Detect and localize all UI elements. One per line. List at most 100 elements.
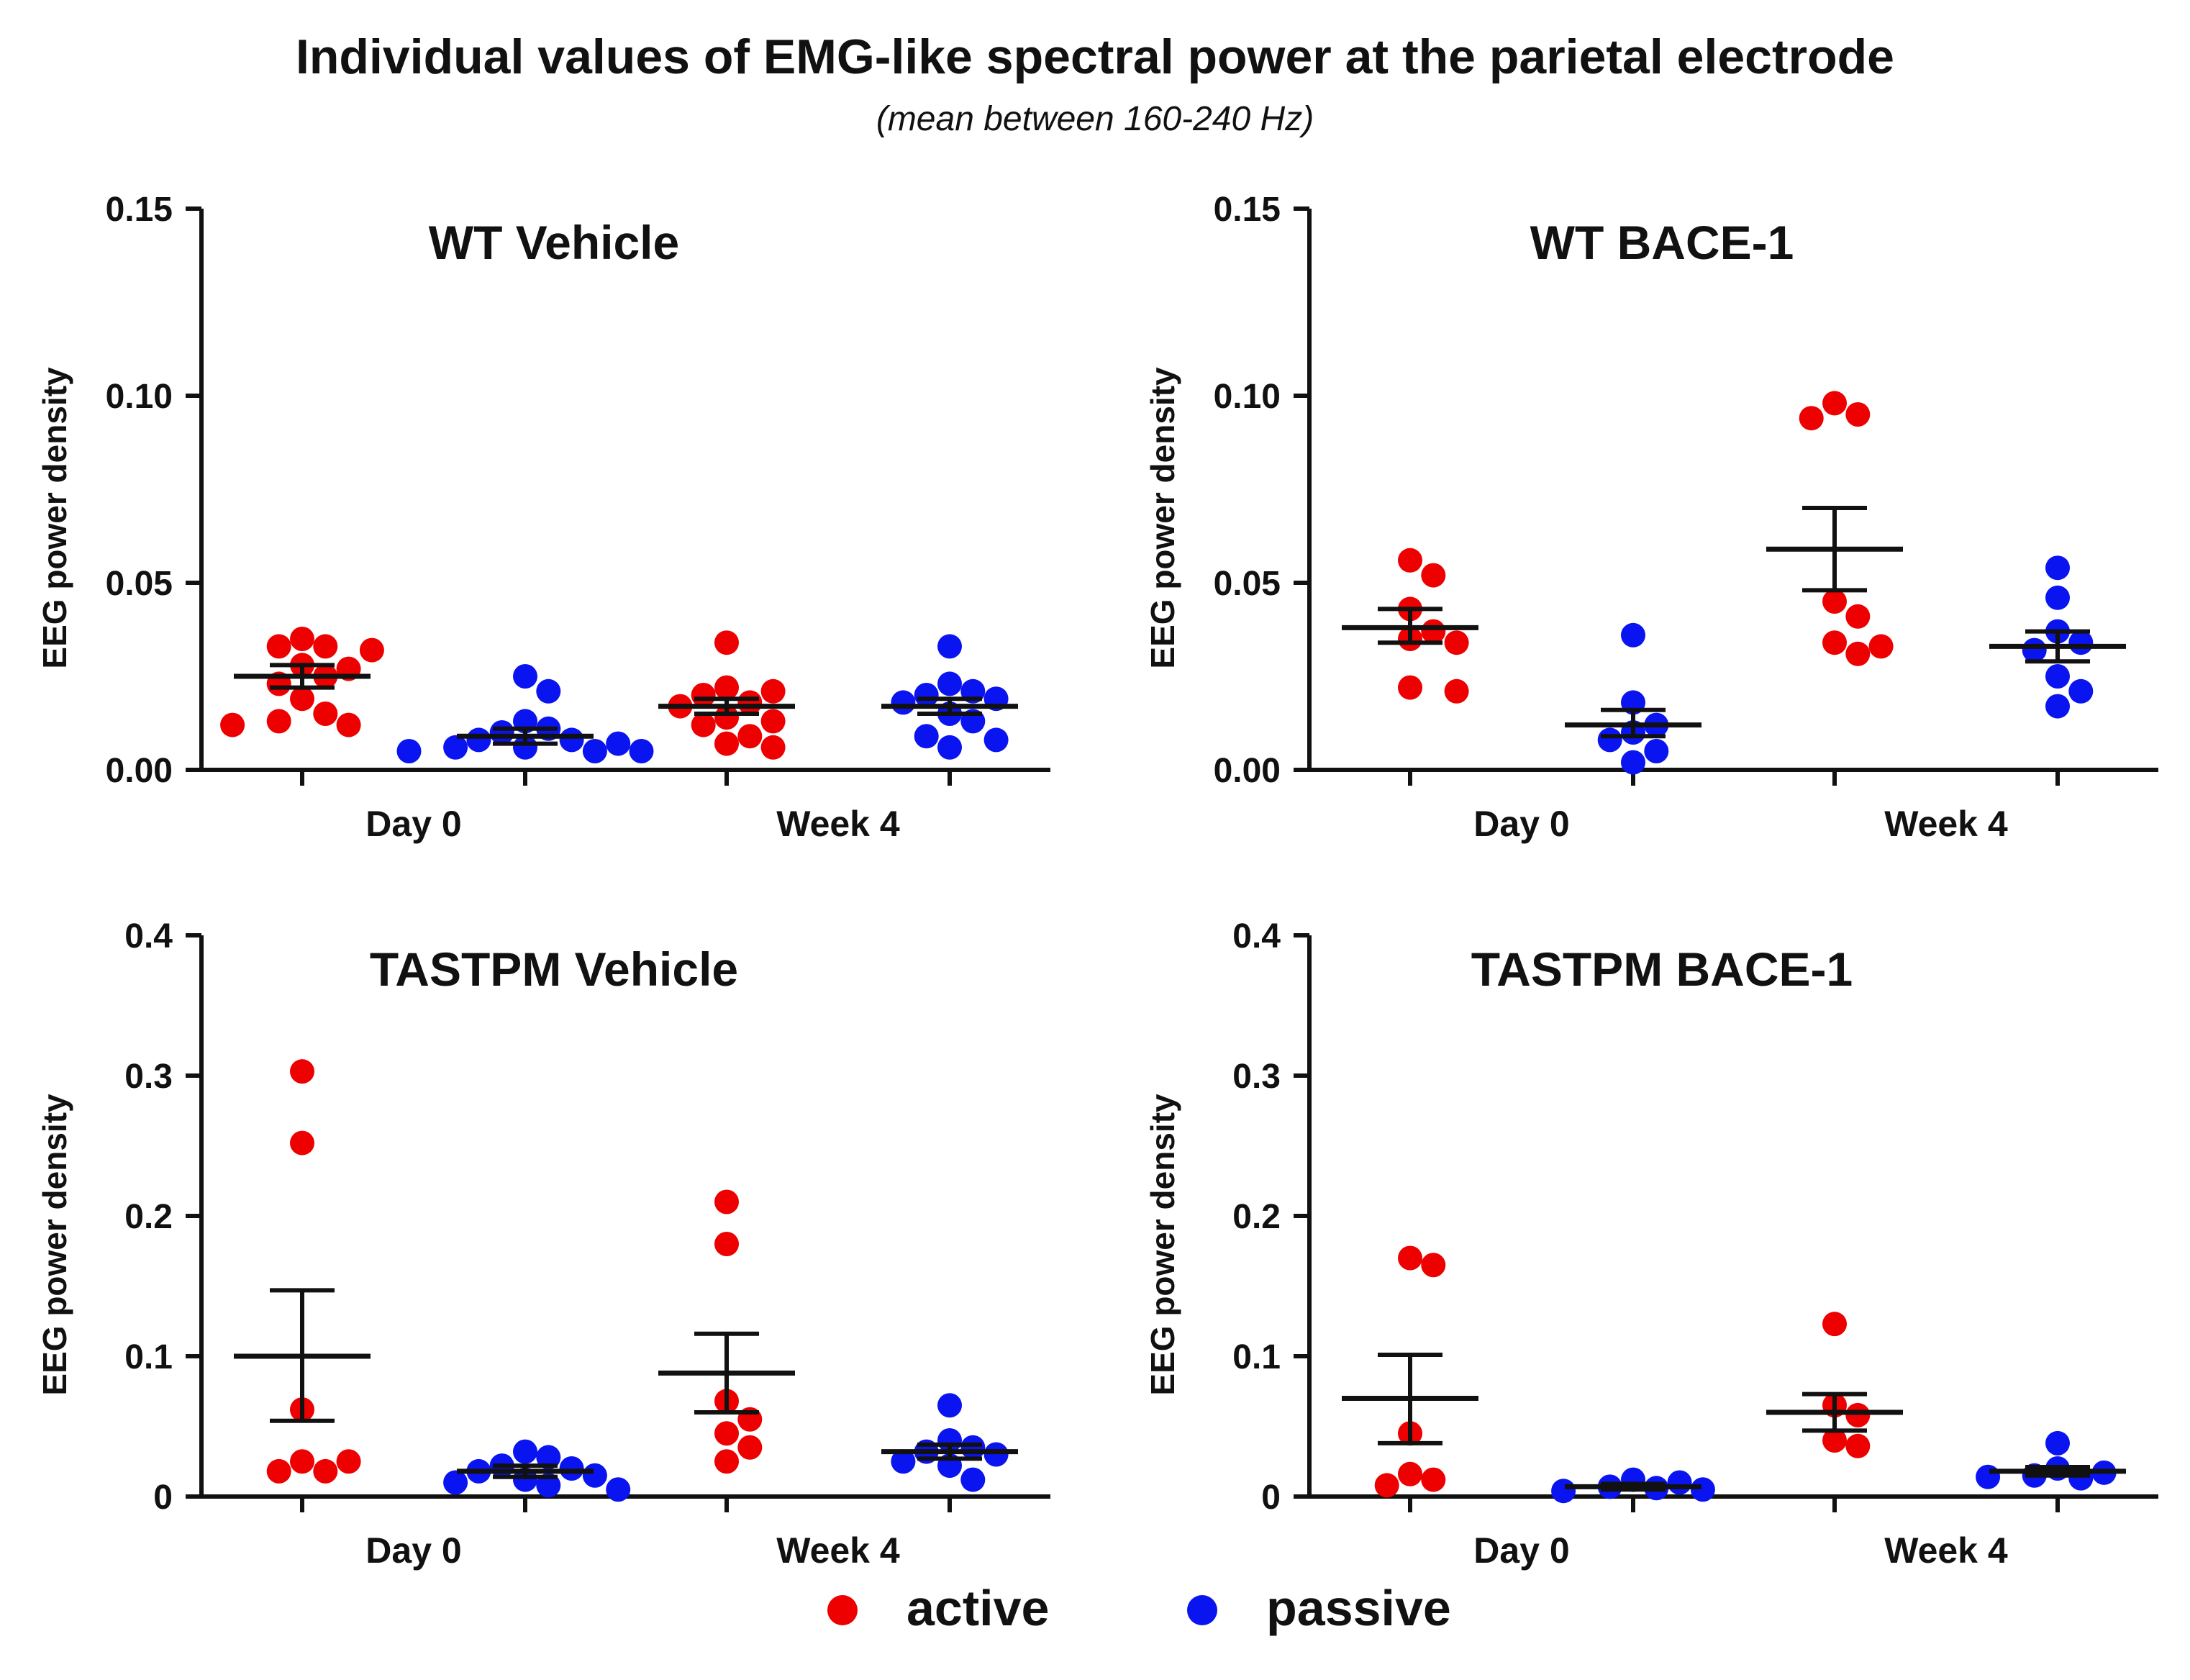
x-tick-label-day-0: Day 0 <box>365 1530 461 1571</box>
data-point-week-4-passive <box>2045 664 2070 689</box>
x-tick-label-week-4: Week 4 <box>1884 1530 2008 1571</box>
data-point-day-0-active <box>359 637 384 663</box>
data-point-day-0-active <box>336 1449 361 1474</box>
chart-title: WT BACE-1 <box>1530 216 1794 269</box>
y-tick-label: 0.15 <box>1214 191 1281 229</box>
data-point-day-0-active <box>1374 1473 1399 1498</box>
data-point-week-4-active <box>714 1189 739 1214</box>
data-point-week-4-active <box>714 630 739 655</box>
data-point-week-4-passive <box>2045 1430 2070 1456</box>
data-point-week-4-active <box>760 735 786 760</box>
data-point-day-0-active <box>1421 563 1446 588</box>
y-tick-label: 0 <box>1261 1479 1281 1517</box>
y-tick-label: 0.00 <box>106 752 173 790</box>
data-point-day-0-active <box>266 709 291 734</box>
y-axis-label: EEG power density <box>1144 1094 1181 1396</box>
data-point-day-0-passive <box>1621 750 1645 775</box>
data-point-day-0-passive <box>443 1470 468 1495</box>
data-point-week-4-active <box>760 709 786 734</box>
data-point-week-4-active <box>1822 391 1847 416</box>
x-tick-label-week-4: Week 4 <box>776 804 900 844</box>
y-tick-label: 0.4 <box>1232 917 1281 955</box>
data-point-day-0-active <box>1398 1461 1422 1486</box>
legend-label-passive: passive <box>1266 1580 1451 1636</box>
data-point-day-0-passive <box>1644 739 1669 763</box>
y-tick-label: 0.2 <box>1232 1198 1281 1236</box>
data-point-day-0-passive <box>1551 1479 1576 1504</box>
x-tick-label-day-0: Day 0 <box>1473 804 1569 844</box>
data-point-day-0-active <box>220 712 245 737</box>
legend-label-active: active <box>907 1580 1050 1636</box>
data-point-day-0-active <box>313 701 338 726</box>
data-point-week-4-active <box>1845 1433 1871 1458</box>
data-point-week-4-active <box>1822 1428 1847 1453</box>
panel-tastpm-bace1: TASTPM BACE-1 EEG power density 0 0.1 0.2 0.3… <box>1122 892 2173 1619</box>
y-tick-label: 0 <box>153 1479 173 1517</box>
data-point-day-0-passive <box>396 739 422 763</box>
panel-tastpm-vehicle: TASTPM Vehicle EEG power density 0 0.1 0.2 0.… <box>14 892 1065 1619</box>
data-point-week-4-passive <box>1976 1464 2001 1489</box>
data-point-week-4-passive <box>937 1393 962 1418</box>
data-point-week-4-passive <box>2045 694 2070 719</box>
x-tick-label-week-4: Week 4 <box>776 1530 900 1571</box>
data-point-day-0-passive <box>513 664 537 689</box>
data-point-week-4-active <box>1845 641 1871 666</box>
data-point-week-4-active <box>714 705 739 730</box>
y-axis-label: EEG power density <box>36 1094 73 1396</box>
data-point-day-0-passive <box>559 1456 584 1481</box>
y-tick-label: 0.1 <box>124 1338 173 1376</box>
data-point-week-4-active <box>1822 1312 1847 1337</box>
data-point-week-4-passive <box>937 634 962 659</box>
data-point-week-4-active <box>1845 604 1871 629</box>
data-point-day-0-active <box>1444 678 1469 704</box>
figure-title: Individual values of EMG-like spectral p… <box>296 29 1894 84</box>
data-point-day-0-active <box>1421 1467 1446 1492</box>
data-point-day-0-passive <box>536 1473 561 1498</box>
data-point-week-4-passive <box>2045 585 2070 610</box>
data-point-day-0-active <box>1421 1253 1446 1278</box>
x-tick-label-week-4: Week 4 <box>1884 804 2008 844</box>
data-point-week-4-active <box>714 1232 739 1256</box>
legend-marker-active <box>827 1595 858 1625</box>
data-point-week-4-active <box>737 690 763 715</box>
data-point-week-4-passive <box>983 727 1009 753</box>
data-point-week-4-active <box>1845 402 1871 427</box>
data-point-week-4-passive <box>937 671 962 696</box>
data-point-week-4-passive <box>960 1435 986 1460</box>
data-point-week-4-passive <box>891 1449 916 1474</box>
data-point-week-4-active <box>1822 589 1847 614</box>
data-point-day-0-passive <box>513 1439 537 1464</box>
chart-tastpm-bace1: TASTPM BACE-1 EEG power density 0 0.1 0.2 0.3… <box>1144 917 2158 1571</box>
panel-wt-vehicle: WT Vehicle EEG power density 0.00 0.05 0.10 0… <box>14 165 1065 892</box>
data-point-week-4-passive <box>891 690 916 715</box>
data-point-day-0-active <box>290 627 314 651</box>
data-point-week-4-passive <box>960 1467 986 1492</box>
x-tick-label-day-0: Day 0 <box>365 804 461 844</box>
data-point-week-4-active <box>691 712 716 737</box>
y-tick-label: 0.05 <box>1214 565 1281 603</box>
data-point-day-0-active <box>1398 675 1422 700</box>
data-point-week-4-active <box>714 731 739 756</box>
data-point-week-4-active <box>1845 1402 1871 1427</box>
chart-title: TASTPM BACE-1 <box>1471 943 1853 996</box>
data-point-week-4-passive <box>937 735 962 760</box>
data-point-week-4-passive <box>914 724 939 749</box>
data-point-day-0-active <box>266 634 291 659</box>
data-point-day-0-active <box>1398 1245 1422 1271</box>
legend-marker-passive <box>1187 1595 1217 1625</box>
data-point-week-4-active <box>1868 634 1894 659</box>
data-point-day-0-passive <box>443 735 468 760</box>
data-point-week-4-passive <box>983 1442 1009 1467</box>
data-point-day-0-passive <box>536 1445 561 1470</box>
chart-title: TASTPM Vehicle <box>370 943 738 996</box>
data-point-week-4-active <box>1822 630 1847 655</box>
figure-subtitle: (mean between 160-240 Hz) <box>876 100 1314 138</box>
data-point-day-0-active <box>1444 630 1469 655</box>
y-axis-label: EEG power density <box>1144 367 1181 669</box>
y-tick-label: 0.15 <box>106 191 173 229</box>
data-point-day-0-passive <box>1621 622 1645 648</box>
panel-wt-bace1: WT BACE-1 EEG power density 0.00 0.05 0.10 0.… <box>1122 165 2173 892</box>
data-point-week-4-passive <box>2045 555 2070 581</box>
data-point-week-4-active <box>714 1449 739 1474</box>
